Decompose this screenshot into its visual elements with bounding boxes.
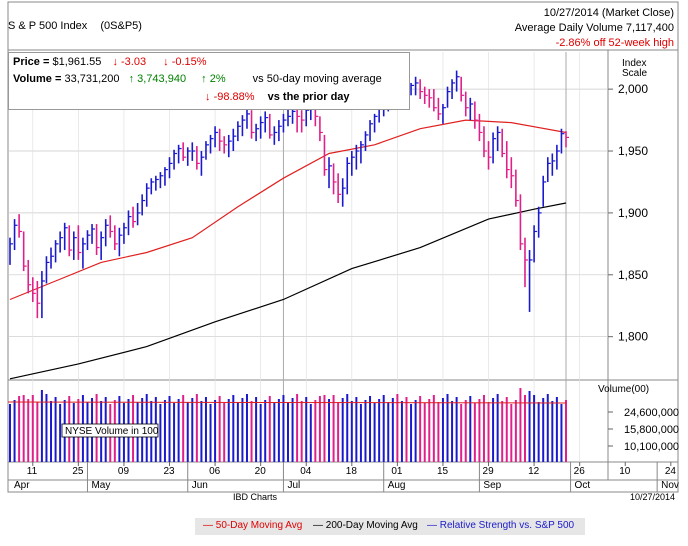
month-label: Oct [575,480,591,491]
date-line: 10/27/2014 (Market Close) [543,7,674,19]
date-tick-label: 23 [164,466,176,477]
date-tick-label: 26 [574,466,586,477]
volume-prior-pct: -98.88% [213,91,255,103]
date-tick-label: 25 [72,466,84,477]
volume-vs-ma-text: vs 50-day moving average [252,73,382,85]
down-arrow-icon: ↓ [205,91,211,103]
date-tick-label: 15 [437,466,449,477]
volume-box [61,423,159,438]
down-arrow-icon: ↓ [163,56,169,68]
price-change-pct: -0.15% [171,56,207,68]
ma50-line [9,119,567,301]
volume-value: 33,731,200 [64,73,120,85]
index-symbol: (0S&P5) [100,20,142,32]
date-tick-label: 01 [391,466,403,477]
date-tick-label: 24 [665,466,677,477]
date-tick-label: 12 [528,466,540,477]
volume-ma-line [7,401,567,404]
prior-day-row: ↓ -98.88% vs the prior day [205,91,350,103]
volume-label: Volume = [13,73,65,85]
volume-change: 3,743,940 [137,73,187,85]
month-label: May [91,480,110,491]
volume-prior-text: vs the prior day [267,91,350,103]
up-arrow-icon: ↑ [128,73,135,85]
volume-tick-label: 15,800,000 [624,424,679,436]
volume-axis-title: Volume(00) [598,384,649,395]
chart-frame [7,1,679,493]
price-row: Price = $1,961.55 ↓ -3.03 ↓ -0.15% [13,56,207,68]
info-box: Price = $1,961.55 ↓ -3.03 ↓ -0.15% Volum… [8,52,410,110]
avg-volume-line: Average Daily Volume 7,117,400 [514,22,674,34]
index-name: S & P 500 Index [8,20,88,32]
price-axis-title: Index [622,58,646,69]
date-tick-label: 20 [255,466,267,477]
ma200-line [9,202,567,380]
month-label: Jun [192,480,208,491]
month-label: Nov [661,480,679,491]
legend-ma50: — 50-Day Moving Avg [203,520,303,531]
month-label: Aug [388,480,406,491]
volume-tick-label: 24,600,000 [624,407,679,419]
month-label: Apr [14,480,30,491]
price-label: Price = [13,56,53,68]
price-change: -3.03 [121,56,147,68]
price-tick-label: 1,850 [618,268,648,282]
volume-tick-label: 10,100,000 [624,441,679,453]
volume-row: Volume = 33,731,200 ↑ 3,743,940 ↑ 2% vs … [13,73,382,85]
price-tick-label: 1,800 [618,330,648,344]
price-value: $1,961.55 [52,56,102,68]
header-stats: 10/27/2014 (Market Close) Average Daily … [515,6,674,51]
off-high-line: -2.86% off 52-week high [555,37,674,49]
volume-change-pct: 2% [209,73,226,85]
month-label: Sep [483,480,501,491]
source-label: IBD Charts [233,492,278,502]
date-tick-label: 11 [27,466,38,477]
price-tick-label: 1,950 [618,144,648,158]
month-label: Jul [287,480,300,491]
date-tick-label: 10 [619,466,631,477]
price-tick-label: 2,000 [618,82,648,96]
date-tick-label: 04 [300,466,312,477]
price-axis-title: Scale [622,68,647,79]
date-tick-label: 18 [346,466,358,477]
down-arrow-icon: ↓ [112,56,118,68]
date-tick-label: 06 [209,466,221,477]
up-arrow-icon: ↑ [201,73,207,85]
price-tick-label: 1,900 [618,206,648,220]
chart-legend: — 50-Day Moving Avg — 200-Day Moving Avg… [195,518,585,535]
footer-date: 10/27/2014 [630,492,675,502]
volume-box-label: NYSE Volume in 100 [65,426,159,437]
date-tick-label: 29 [483,466,495,477]
date-tick-label: 09 [118,466,130,477]
legend-ma200: — 200-Day Moving Avg [313,520,418,531]
header-title: S & P 500 Index (0S&P5) [8,20,142,32]
legend-rs: — Relative Strength vs. S&P 500 [427,520,575,531]
